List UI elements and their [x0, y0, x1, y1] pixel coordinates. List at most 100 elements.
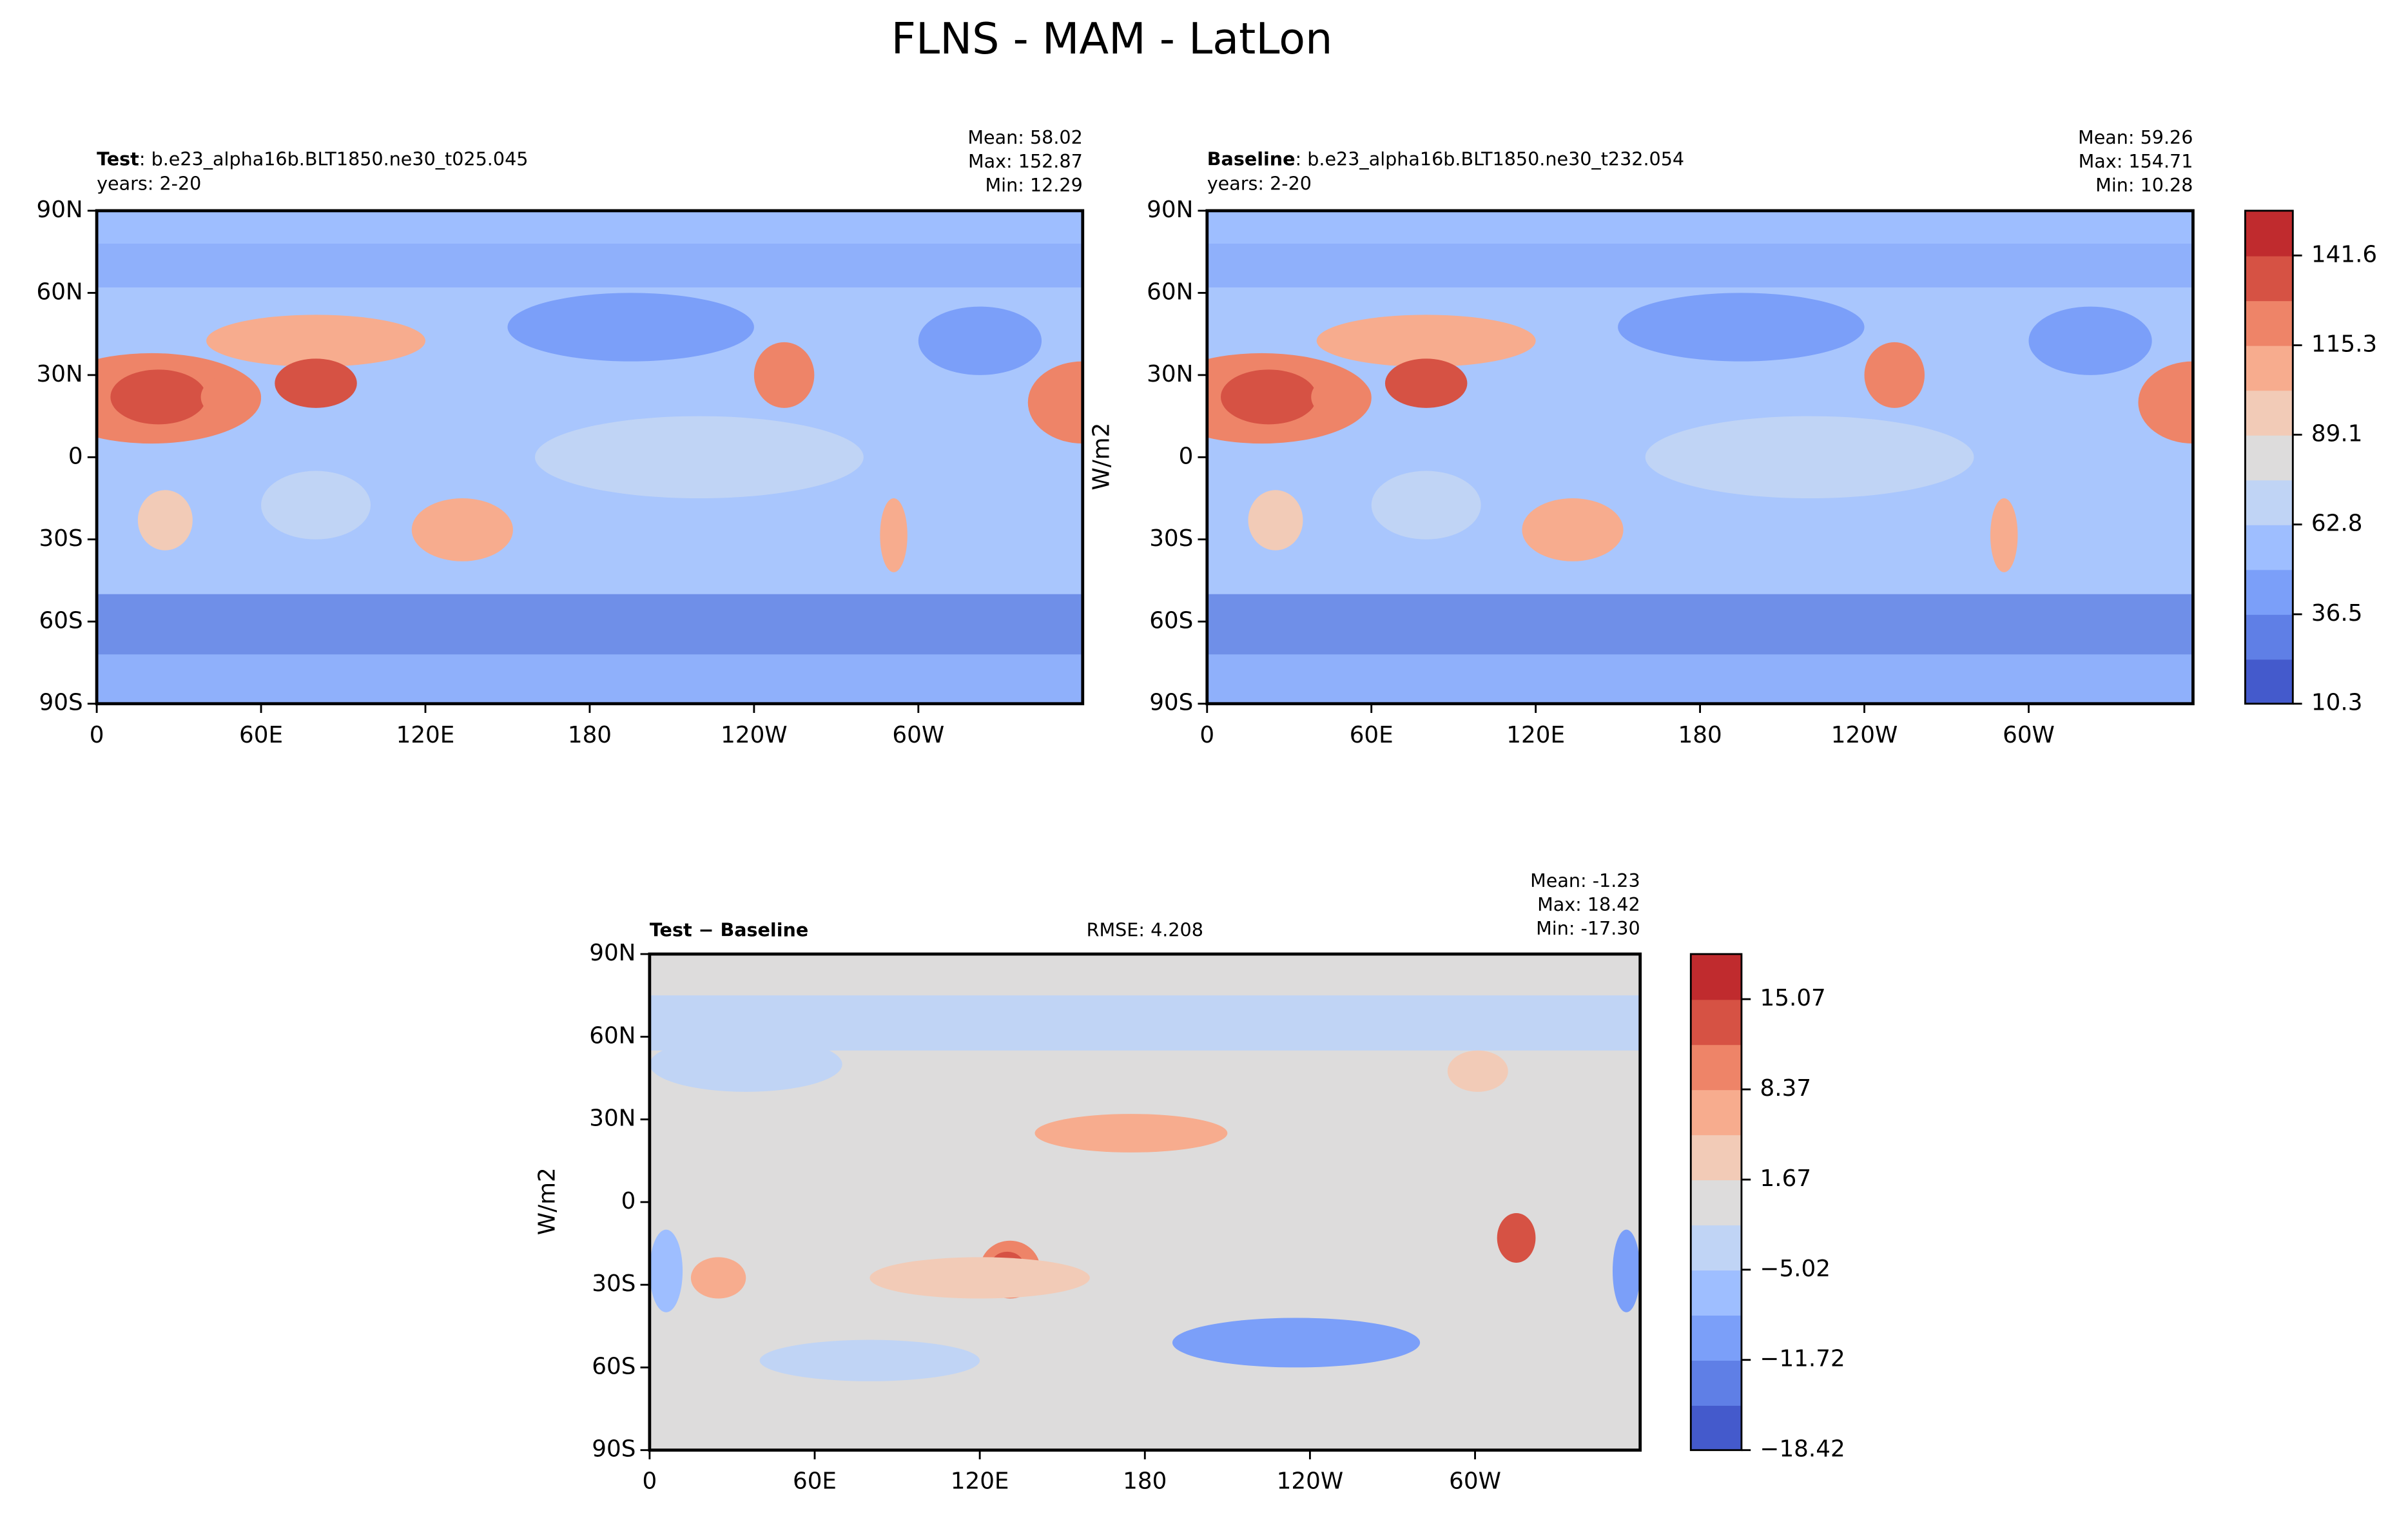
colorbar-band — [2245, 345, 2293, 391]
field-blob — [1522, 498, 1624, 561]
field-band — [97, 654, 1083, 704]
field-blob — [206, 315, 425, 367]
y-tick-label: 30S — [592, 1270, 636, 1297]
panel-stat: Min: 10.28 — [2095, 174, 2193, 196]
field-band — [649, 1408, 1640, 1450]
colorbar-band — [1691, 999, 1742, 1046]
field-blob — [1497, 1212, 1536, 1263]
field-blob — [1027, 361, 1083, 444]
colorbar-band — [1691, 1405, 1742, 1451]
field-band — [97, 594, 1083, 663]
panel-label: Test − Baseline — [650, 919, 808, 940]
panel-stat: Min: -17.30 — [1536, 917, 1640, 939]
colorbar-tick-label: −5.02 — [1760, 1256, 1830, 1282]
y-tick-label: 90N — [589, 940, 636, 966]
x-tick-label: 0 — [642, 1468, 657, 1495]
field-blob — [1645, 416, 1974, 499]
x-tick-label: 60W — [2003, 722, 2055, 748]
colorbar-tick-label: −11.72 — [1760, 1346, 1845, 1372]
field-blob — [1864, 342, 1925, 408]
field-blob — [649, 1229, 683, 1312]
x-tick-label: 180 — [1123, 1468, 1167, 1495]
y-tick-label: 90S — [592, 1436, 636, 1463]
field-blob — [1034, 1114, 1228, 1153]
field-blob — [1248, 490, 1303, 550]
y-tick-label: 90N — [36, 197, 83, 223]
field-blob — [918, 306, 1042, 375]
x-tick-label: 0 — [1199, 722, 1214, 748]
panel-stat: Mean: 58.02 — [967, 126, 1082, 148]
colorbar-band — [1691, 1179, 1742, 1226]
panel-stat: Max: 152.87 — [968, 150, 1083, 172]
panel-label: Test: b.e23_alpha16b.BLT1850.ne30_t025.0… — [97, 148, 528, 170]
colorbar-band — [1691, 1134, 1742, 1181]
y-tick-label: 30N — [1147, 361, 1193, 387]
map-field — [1207, 210, 2193, 704]
y-tick-label: 60S — [1149, 607, 1193, 634]
y-tick-label: 60S — [39, 607, 83, 634]
field-blob — [1990, 498, 2018, 572]
y-tick-label: 90S — [39, 690, 83, 716]
field-blob — [411, 498, 513, 561]
field-blob — [2138, 361, 2193, 444]
colorbar-band — [2245, 300, 2293, 346]
colorbar-tick-label: 10.3 — [2311, 690, 2363, 716]
field-blob — [1612, 1229, 1640, 1312]
field-blob — [137, 490, 193, 550]
colorbar-band — [1691, 1224, 1742, 1271]
colorbar-band — [1691, 1044, 1742, 1091]
y-tick-label: 0 — [1179, 443, 1194, 469]
colorbar-band — [2245, 480, 2293, 525]
colorbar-band — [1691, 1359, 1742, 1406]
colorbar-band — [1691, 1269, 1742, 1316]
y-tick-label: 30N — [589, 1105, 636, 1132]
colorbar-band — [1691, 1314, 1742, 1361]
y-tick-label: 0 — [68, 443, 83, 469]
field-band — [1207, 654, 2193, 704]
y-tick-label: 30N — [36, 361, 83, 387]
panel-label: Baseline: b.e23_alpha16b.BLT1850.ne30_t2… — [1207, 148, 1684, 170]
y-tick-label: 0 — [621, 1188, 636, 1214]
colorbar-band — [1691, 1089, 1742, 1136]
x-tick-label: 60W — [1449, 1468, 1501, 1495]
panel-name: Test − Baseline — [650, 919, 808, 940]
colorbar-tick-label: 36.5 — [2311, 600, 2363, 627]
x-tick-label: 0 — [90, 722, 104, 748]
y-tick-label: 60S — [592, 1353, 636, 1379]
field-blob — [1316, 315, 1536, 367]
field-blob — [1618, 293, 1865, 362]
x-tick-label: 60E — [1350, 722, 1393, 748]
x-tick-label: 120W — [721, 722, 788, 748]
field-blob — [1221, 369, 1317, 425]
field-blob — [110, 369, 207, 425]
y-tick-label: 90S — [1149, 690, 1193, 716]
field-band — [1207, 243, 2193, 287]
colorbar-band — [2245, 524, 2293, 570]
field-band — [1207, 594, 2193, 663]
field-blob — [869, 1257, 1090, 1299]
field-band — [649, 995, 1640, 1051]
panel-rmse: RMSE: 4.208 — [1087, 919, 1203, 940]
colorbar-band — [1691, 954, 1742, 1000]
field-blob — [1447, 1050, 1508, 1092]
x-tick-label: 60W — [892, 722, 944, 748]
map-field — [97, 210, 1083, 704]
field-blob — [880, 498, 908, 572]
colorbar-tick-label: 1.67 — [1760, 1165, 1812, 1192]
colorbar-label: W/m2 — [534, 1167, 561, 1235]
x-tick-label: 120E — [396, 722, 455, 748]
colorbar-band — [2245, 210, 2293, 257]
panel-years: years: 2-20 — [1207, 172, 1312, 194]
field-blob — [1311, 375, 1372, 419]
field-blob — [507, 293, 754, 362]
field-blob — [261, 471, 371, 540]
panel-years: years: 2-20 — [97, 172, 201, 194]
colorbar-band — [2245, 434, 2293, 481]
field-blob — [759, 1339, 980, 1381]
colorbar-tick-label: 62.8 — [2311, 511, 2363, 537]
x-tick-label: 180 — [568, 722, 612, 748]
colorbar-band — [2245, 390, 2293, 436]
panel-description: : b.e23_alpha16b.BLT1850.ne30_t232.054 — [1296, 148, 1685, 170]
colorbar-tick-label: 141.6 — [2311, 241, 2377, 268]
